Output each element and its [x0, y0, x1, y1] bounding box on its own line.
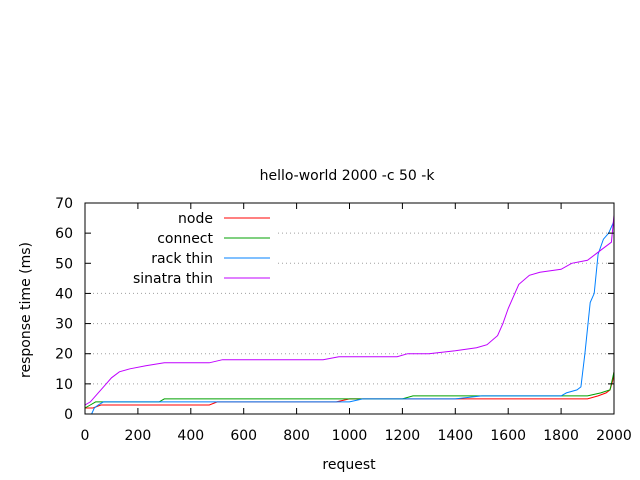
- x-tick-label: 0: [81, 428, 90, 444]
- y-tick-label: 30: [55, 317, 73, 333]
- chart-title: hello-world 2000 -c 50 -k: [260, 168, 436, 184]
- y-tick-label: 70: [55, 196, 73, 212]
- x-tick-label: 200: [125, 428, 152, 444]
- x-tick-label: 1600: [490, 428, 526, 444]
- series-lines: [84, 215, 615, 415]
- y-tick-label: 50: [55, 256, 73, 272]
- axis-ticks: 0 10 20 30 40 50 60 70 0 200 400 600 800 1000 1200 1400…: [55, 196, 632, 444]
- y-tick-label: 40: [55, 286, 73, 302]
- x-tick-label: 1200: [385, 428, 421, 444]
- series-line-node: [85, 371, 615, 409]
- legend: node connect rack thin sinatra thin: [133, 211, 270, 287]
- x-tick-label: 1000: [332, 428, 368, 444]
- x-tick-label: 1400: [437, 428, 473, 444]
- legend-label: sinatra thin: [133, 271, 213, 287]
- x-tick-label: 600: [230, 428, 257, 444]
- x-tick-label: 2000: [596, 428, 632, 444]
- y-tick-label: 0: [64, 407, 73, 423]
- x-tick-label: 1800: [543, 428, 579, 444]
- y-tick-label: 60: [55, 226, 73, 242]
- grid: [85, 232, 614, 385]
- y-tick-label: 20: [55, 347, 73, 363]
- legend-label: rack thin: [151, 251, 213, 267]
- legend-label: node: [178, 211, 213, 227]
- y-tick-label: 10: [55, 377, 73, 393]
- x-axis-label: request: [322, 457, 376, 473]
- series-line-connect: [84, 371, 615, 409]
- x-tick-label: 800: [283, 428, 310, 444]
- legend-label: connect: [157, 231, 213, 247]
- y-axis-label: response time (ms): [18, 242, 34, 378]
- x-tick-label: 400: [177, 428, 204, 444]
- series-line-rack-thin: [91, 220, 615, 415]
- series-line-sinatra-thin: [84, 215, 615, 406]
